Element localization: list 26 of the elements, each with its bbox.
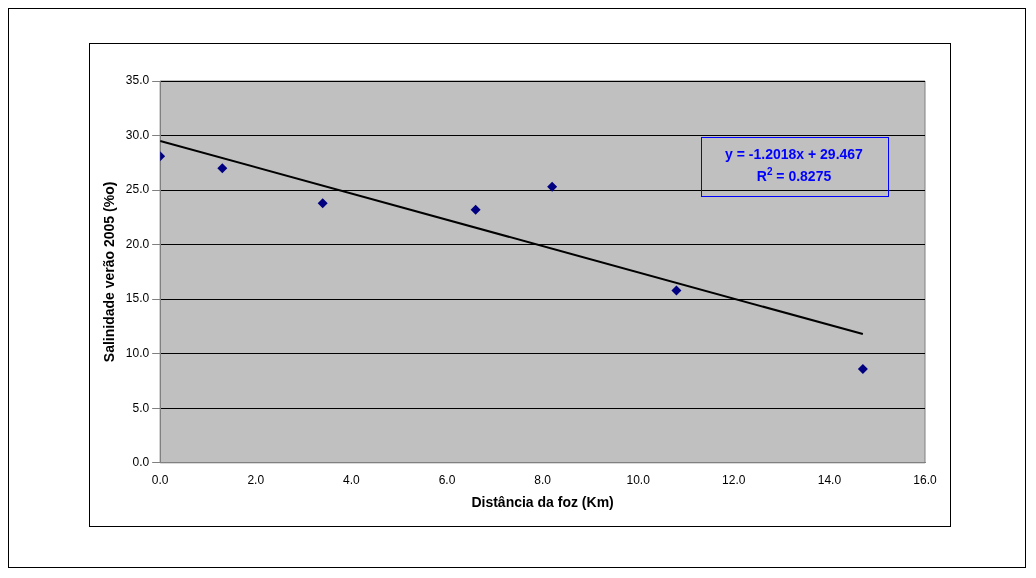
point bbox=[217, 163, 228, 174]
annotation: y = -1.2018x + 29.467 bbox=[725, 145, 864, 162]
x-tick-label: 14.0 bbox=[817, 473, 842, 488]
x-tick-label: 8.0 bbox=[534, 473, 552, 488]
point bbox=[857, 363, 868, 374]
y-axis-title: Salinidade verão 2005 (%o) bbox=[101, 181, 118, 363]
x-tick-label: 16.0 bbox=[913, 473, 937, 488]
x-axis-title: Distância da foz (Km) bbox=[471, 494, 614, 511]
x-tick-label: 10.0 bbox=[626, 473, 651, 488]
point bbox=[547, 181, 558, 192]
x-tick-label: 0.0 bbox=[151, 473, 169, 488]
y-tick-label: 10.0 bbox=[125, 346, 150, 361]
y-tick-label: 35.0 bbox=[125, 73, 150, 88]
x-tick-label: 6.0 bbox=[438, 473, 456, 488]
y-tick-label: 20.0 bbox=[125, 236, 150, 251]
point bbox=[470, 204, 481, 215]
x-tick-label: 2.0 bbox=[247, 473, 265, 488]
y-tick-label: 25.0 bbox=[125, 182, 150, 197]
point bbox=[317, 198, 328, 209]
y-tick-label: 0.0 bbox=[132, 455, 150, 470]
x-tick-label: 4.0 bbox=[343, 473, 361, 488]
point bbox=[671, 285, 682, 296]
y-tick-label: 15.0 bbox=[125, 291, 150, 306]
y-tick-label: 5.0 bbox=[132, 400, 150, 415]
x-tick-label: 12.0 bbox=[722, 473, 746, 488]
y-tick-label: 30.0 bbox=[125, 127, 150, 142]
